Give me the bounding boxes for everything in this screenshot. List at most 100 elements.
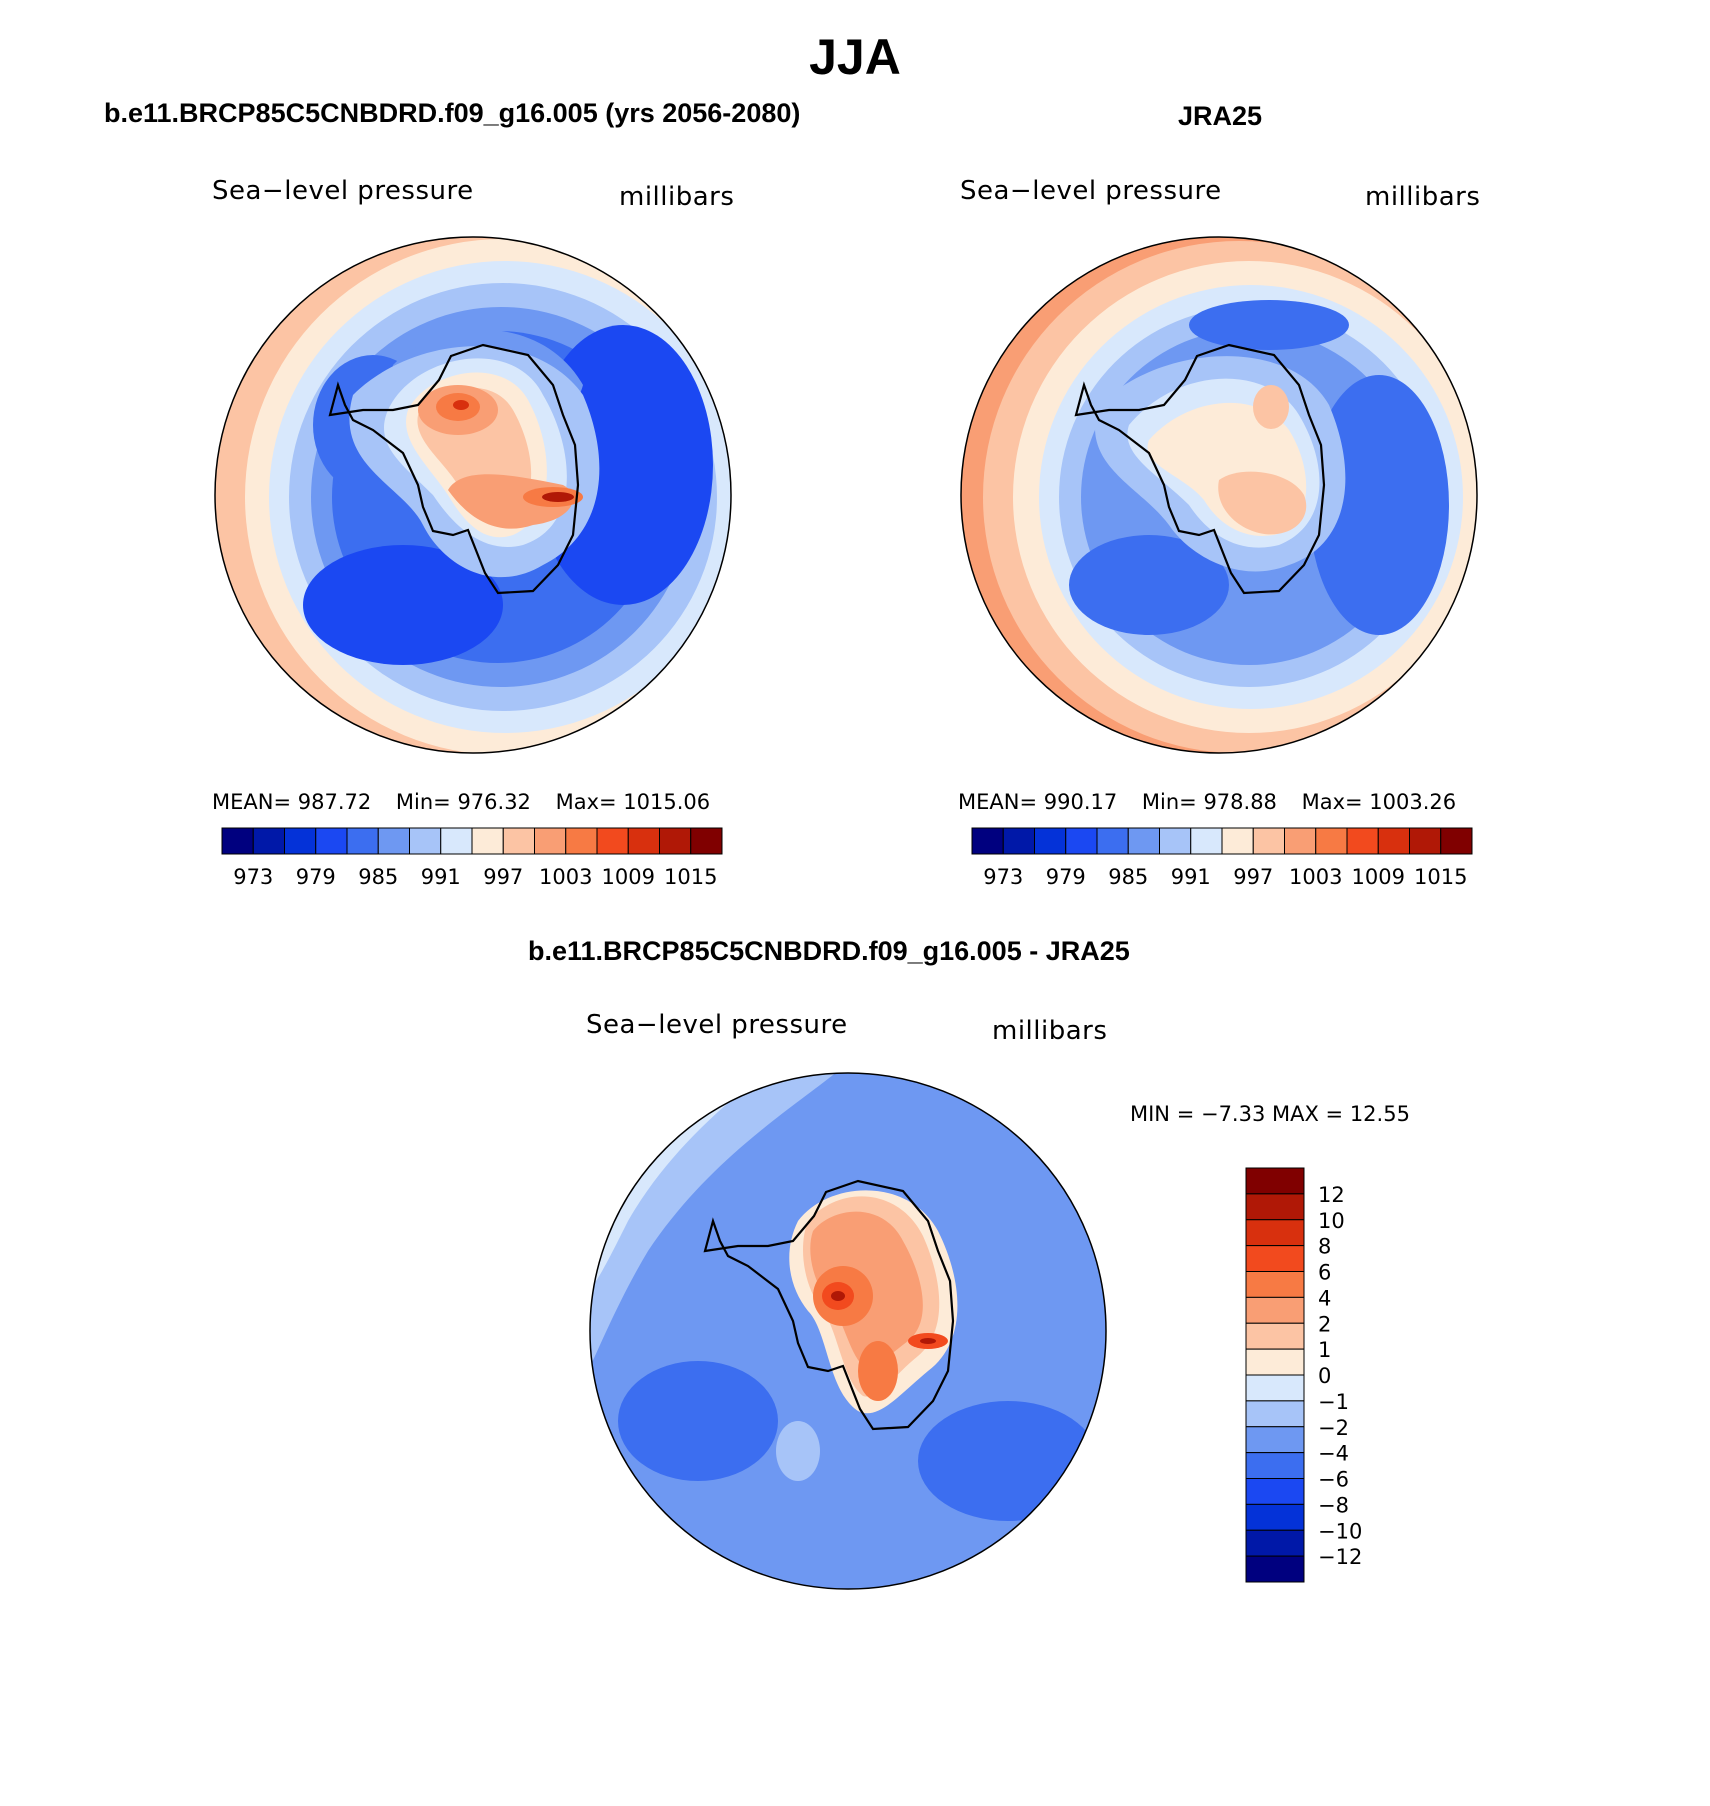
difference-colorbar-swatch-6 — [1245, 1322, 1305, 1350]
difference-colorbar-tick-label: −8 — [1318, 1493, 1349, 1517]
left-variable-label: Sea−level pressure — [212, 176, 474, 206]
difference-colorbar-tick-label: −1 — [1318, 1390, 1349, 1414]
right-colorbar-swatch-10 — [1284, 827, 1317, 855]
right-colorbar-swatch-6 — [1159, 827, 1192, 855]
difference-colorbar-swatch-2 — [1245, 1219, 1305, 1247]
right-mean: MEAN= 990.17 — [958, 790, 1118, 814]
left-colorbar-swatch-6 — [409, 827, 442, 855]
difference-colorbar-swatch-11 — [1245, 1452, 1305, 1479]
right-colorbar-swatch-1 — [1002, 827, 1035, 855]
right-colorbar-swatch-13 — [1377, 827, 1410, 855]
figure-title: JJA — [809, 29, 901, 85]
left-mean: MEAN= 987.72 — [212, 790, 372, 814]
left-colorbar-tick-label: 991 — [421, 865, 461, 889]
bottom-units-label: millibars — [992, 1016, 1108, 1046]
right-colorbar-swatch-2 — [1034, 827, 1067, 855]
difference-colorbar-tick-label: −2 — [1318, 1416, 1349, 1440]
left-min: Min= 976.32 — [395, 790, 531, 814]
left-colorbar-swatch-2 — [284, 827, 317, 855]
left-colorbar-tick-label: 979 — [296, 865, 336, 889]
left-colorbar-swatch-0 — [221, 827, 254, 855]
bottom-variable-label: Sea−level pressure — [586, 1010, 848, 1040]
difference-colorbar-swatch-12 — [1245, 1478, 1305, 1505]
right-colorbar-swatch-7 — [1190, 827, 1223, 855]
difference-colorbar-swatch-4 — [1245, 1271, 1305, 1298]
difference-colorbar-swatch-13 — [1245, 1503, 1305, 1531]
right-colorbar-tick-label: 973 — [983, 865, 1023, 889]
difference-colorbar-tick-label: 10 — [1318, 1209, 1345, 1233]
difference-colorbar-tick-label: −10 — [1318, 1519, 1362, 1543]
difference-colorbar-swatch-1 — [1245, 1193, 1305, 1221]
right-colorbar-swatch-3 — [1065, 827, 1098, 855]
left-colorbar-tick-label: 997 — [483, 865, 523, 889]
left-colorbar-swatch-13 — [627, 827, 660, 855]
right-map — [960, 236, 1478, 754]
difference-colorbar-tick-label: −12 — [1318, 1545, 1362, 1569]
left-colorbar-swatch-3 — [315, 827, 348, 855]
left-colorbar: 973 979 985 991 997 1003 1009 1015 — [221, 827, 723, 889]
difference-map — [589, 1072, 1107, 1590]
right-colorbar-tick-label: 991 — [1171, 865, 1211, 889]
left-map — [214, 236, 732, 754]
right-colorbar-swatch-8 — [1221, 827, 1254, 855]
right-colorbar-tick-label: 985 — [1108, 865, 1148, 889]
difference-colorbar-tick-label: 4 — [1318, 1286, 1331, 1310]
difference-colorbar-swatch-8 — [1245, 1374, 1305, 1402]
left-colorbar-swatch-11 — [565, 827, 598, 855]
difference-colorbar-swatch-3 — [1245, 1245, 1305, 1272]
right-variable-label: Sea−level pressure — [960, 176, 1222, 206]
difference-colorbar-swatch-9 — [1245, 1400, 1305, 1428]
difference-colorbar-tick-label: 6 — [1318, 1261, 1331, 1285]
difference-colorbar-swatch-7 — [1245, 1348, 1305, 1376]
right-colorbar-tick-label: 1009 — [1352, 865, 1405, 889]
difference-colorbar-tick-label: 1 — [1318, 1338, 1331, 1362]
left-units-label: millibars — [619, 182, 735, 212]
left-stats: MEAN= 987.72 Min= 976.32 Max= 1015.06 — [212, 790, 728, 814]
difference-colorbar-tick-label: −6 — [1318, 1468, 1349, 1492]
left-colorbar-tick-label: 1009 — [602, 865, 655, 889]
right-colorbar-swatch-4 — [1096, 827, 1129, 855]
left-colorbar-swatch-9 — [502, 827, 535, 855]
right-stats: MEAN= 990.17 Min= 978.88 Max= 1003.26 — [958, 790, 1474, 814]
left-colorbar-tick-label: 1003 — [539, 865, 592, 889]
left-colorbar-tick-label: 985 — [358, 865, 398, 889]
difference-colorbar-swatch-15 — [1245, 1555, 1305, 1583]
left-colorbar-swatch-15 — [690, 827, 723, 855]
left-colorbar-tick-label: 1015 — [664, 865, 717, 889]
left-max: Max= 1015.06 — [555, 790, 711, 814]
left-colorbar-swatch-5 — [377, 827, 410, 855]
difference-colorbar-swatch-5 — [1245, 1296, 1305, 1324]
right-colorbar-swatch-12 — [1346, 827, 1379, 855]
left-colorbar-swatch-12 — [596, 827, 629, 855]
right-colorbar-swatch-15 — [1440, 827, 1473, 855]
difference-colorbar-tick-label: 0 — [1318, 1364, 1331, 1388]
difference-colorbar-tick-label: 8 — [1318, 1235, 1331, 1259]
right-colorbar-tick-label: 1015 — [1414, 865, 1467, 889]
difference-colorbar-tick-label: 2 — [1318, 1312, 1331, 1336]
right-colorbar-swatch-5 — [1127, 827, 1160, 855]
left-colorbar-tick-label: 973 — [233, 865, 273, 889]
right-colorbar-tick-label: 997 — [1233, 865, 1273, 889]
right-max: Max= 1003.26 — [1301, 790, 1457, 814]
bottom-panel-title: b.e11.BRCP85C5CNBDRD.f09_g16.005 - JRA25 — [528, 936, 1130, 966]
difference-colorbar-swatch-0 — [1245, 1167, 1305, 1195]
bottom-minmax: MIN = −7.33 MAX = 12.55 — [1130, 1102, 1410, 1126]
right-colorbar-swatch-11 — [1315, 827, 1348, 855]
right-colorbar-tick-label: 1003 — [1289, 865, 1342, 889]
left-colorbar-swatch-1 — [252, 827, 285, 855]
left-colorbar-swatch-10 — [534, 827, 567, 855]
left-panel-title: b.e11.BRCP85C5CNBDRD.f09_g16.005 (yrs 20… — [104, 98, 801, 128]
right-colorbar-tick-label: 979 — [1046, 865, 1086, 889]
difference-colorbar-tick-label: −4 — [1318, 1442, 1349, 1466]
left-colorbar-swatch-4 — [346, 827, 379, 855]
left-colorbar-swatch-8 — [471, 827, 504, 855]
right-min: Min= 978.88 — [1141, 790, 1277, 814]
right-colorbar-swatch-14 — [1409, 827, 1442, 855]
difference-colorbar-swatch-14 — [1245, 1529, 1305, 1557]
right-units-label: millibars — [1365, 182, 1481, 212]
right-colorbar-swatch-0 — [971, 827, 1004, 855]
right-colorbar: 973 979 985 991 997 1003 1009 1015 — [971, 827, 1473, 889]
left-colorbar-swatch-14 — [659, 827, 692, 855]
difference-colorbar-tick-label: 12 — [1318, 1183, 1345, 1207]
